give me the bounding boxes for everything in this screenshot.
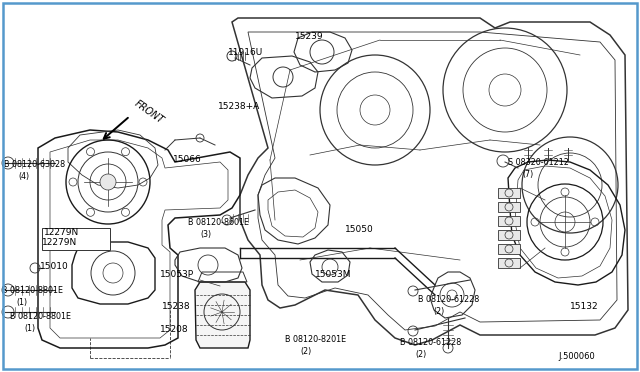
Text: 15239: 15239 [295, 32, 324, 41]
FancyBboxPatch shape [498, 216, 520, 226]
Text: 15050: 15050 [345, 225, 374, 234]
Text: 15238: 15238 [162, 302, 191, 311]
Text: 15053M: 15053M [315, 270, 351, 279]
Text: 15010: 15010 [40, 262, 68, 271]
Text: (2): (2) [300, 347, 311, 356]
FancyBboxPatch shape [498, 188, 520, 198]
Text: B 08120-8601E: B 08120-8601E [188, 218, 249, 227]
Text: (7): (7) [522, 170, 533, 179]
Text: B 08120-8201E: B 08120-8201E [285, 335, 346, 344]
Text: (4): (4) [18, 172, 29, 181]
Text: (3): (3) [200, 230, 211, 239]
Text: (1): (1) [24, 324, 35, 333]
Text: 15238+A: 15238+A [218, 102, 260, 111]
Text: B 08120-61228: B 08120-61228 [418, 295, 479, 304]
FancyBboxPatch shape [498, 202, 520, 212]
FancyBboxPatch shape [498, 230, 520, 240]
Text: B 08120-8801E: B 08120-8801E [2, 286, 63, 295]
Text: (1): (1) [16, 298, 27, 307]
Text: J.500060: J.500060 [558, 352, 595, 361]
Circle shape [100, 174, 116, 190]
FancyBboxPatch shape [498, 258, 520, 268]
Text: S 08320-61212: S 08320-61212 [508, 158, 569, 167]
FancyBboxPatch shape [498, 244, 520, 254]
Text: B 08120-61228: B 08120-61228 [400, 338, 461, 347]
Text: 15208: 15208 [160, 325, 189, 334]
Text: 15066: 15066 [173, 155, 202, 164]
Text: 12279N: 12279N [42, 238, 77, 247]
Text: FRONT: FRONT [133, 98, 166, 126]
Text: B 08120-8801E: B 08120-8801E [10, 312, 71, 321]
Text: (2): (2) [433, 307, 444, 316]
Text: B 08120-63028: B 08120-63028 [4, 160, 65, 169]
Text: 11916U: 11916U [228, 48, 263, 57]
Text: 15132: 15132 [570, 302, 598, 311]
Polygon shape [195, 282, 250, 348]
Text: 12279N: 12279N [44, 228, 79, 237]
Text: (2): (2) [415, 350, 426, 359]
Text: 15053P: 15053P [160, 270, 194, 279]
FancyBboxPatch shape [42, 228, 110, 250]
